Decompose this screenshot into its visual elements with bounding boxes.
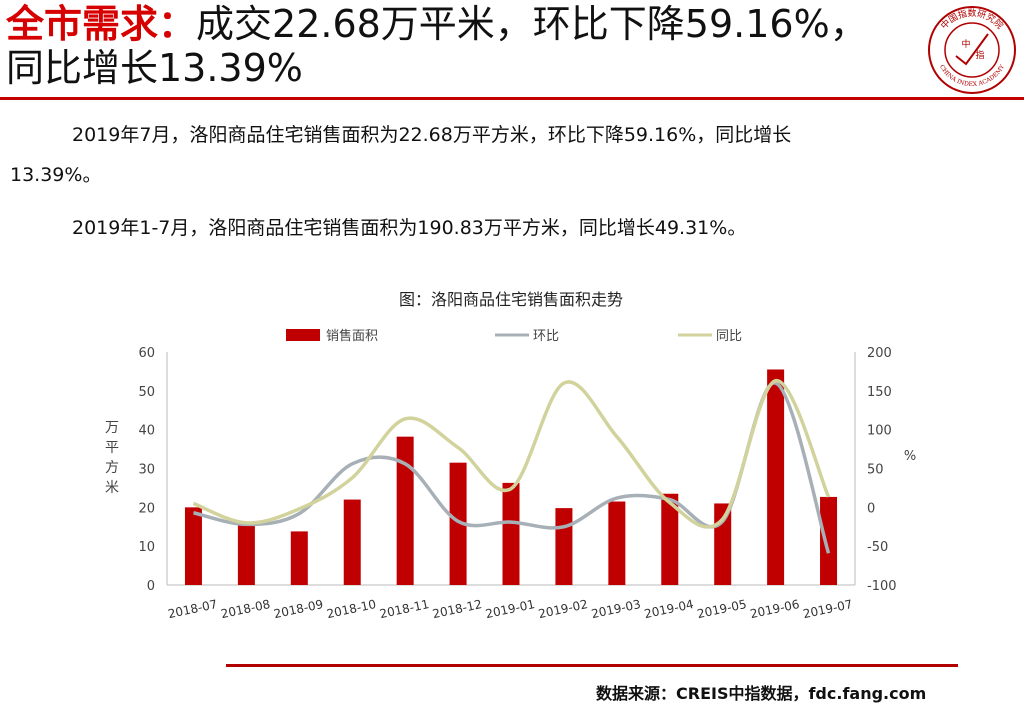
x-tick-label: 2018-08 [220,597,272,621]
x-tick-label: 2018-12 [431,597,483,621]
bar-sales-area [502,482,520,585]
bar-sales-area [343,499,361,585]
y-axis-label-char: 米 [105,480,119,496]
source-divider [226,664,958,667]
legend-label-bar: 销售面积 [326,328,378,344]
x-tick-label: 2019-02 [537,597,589,621]
x-tick-label: 2019-04 [643,597,695,621]
y-tick-label: 0 [147,579,155,594]
y2-tick-label: 100 [867,424,892,439]
y2-tick-label: -100 [867,579,897,594]
bar-sales-area [555,508,573,585]
x-tick-label: 2018-10 [325,597,377,621]
logo-center-b: 指 [975,49,984,61]
title-line1: 成交22.68万平米，环比下降59.16%， [196,2,868,46]
line-yoy [192,378,831,529]
bar-sales-area [767,369,785,585]
paragraph1-line2: 13.39%。 [10,164,102,186]
y-tick-label: 60 [138,346,155,361]
y-axis-label-char: 平 [105,440,119,456]
legend-swatch-bar [286,329,320,341]
y2-tick-label: -50 [867,540,888,555]
y2-tick-label: 50 [867,463,884,478]
y2-axis-label: % [904,449,916,464]
data-source: 数据来源：CREIS中指数据，fdc.fang.com [596,684,927,703]
y2-tick-label: 200 [867,346,892,361]
title-divider [0,97,1024,100]
paragraph2: 2019年1-7月，洛阳商品住宅销售面积为190.83万平方米，同比增长49.3… [72,217,747,239]
y-axis-label-char: 方 [105,460,119,476]
x-tick-label: 2019-07 [802,597,854,621]
x-tick-label: 2019-06 [749,597,801,621]
x-tick-label: 2018-07 [167,597,219,621]
x-tick-label: 2019-05 [696,597,748,621]
x-tick-label: 2018-09 [272,597,324,621]
bar-sales-area [290,531,308,585]
y-tick-label: 20 [138,501,155,516]
y2-tick-label: 150 [867,385,892,400]
bar-sales-area [184,507,202,585]
title-line2: 同比增长13.39% [6,46,303,90]
bar-sales-area [820,496,838,585]
bar-sales-area [449,462,467,585]
bar-sales-area [661,493,679,585]
legend-label-yoy: 同比 [716,329,742,344]
china-index-academy-logo: 中国指数研究院 CHINA INDEX ACADEMY 中 指 [928,6,1016,94]
y-axis-label-char: 万 [105,420,119,436]
y-tick-label: 50 [138,385,155,400]
legend-label-mom: 环比 [533,329,559,344]
bar-sales-area [608,501,626,585]
y2-tick-label: 0 [867,501,875,516]
x-tick-label: 2019-01 [484,597,536,621]
x-tick-label: 2019-03 [590,597,642,621]
logo-center-a: 中 [961,38,970,50]
y-tick-label: 40 [138,424,155,439]
slide-title: 全市需求：成交22.68万平米，环比下降59.16%， 同比增长13.39% [6,2,926,90]
y-tick-label: 10 [138,540,155,555]
y-tick-label: 30 [138,463,155,478]
bar-sales-area [237,524,255,585]
title-highlight: 全市需求： [6,2,197,46]
paragraph1-line1: 2019年7月，洛阳商品住宅销售面积为22.68万平方米，环比下降59.16%，… [72,124,792,146]
bar-sales-area [714,503,732,585]
x-tick-label: 2018-11 [378,597,430,621]
chart-title: 图：洛阳商品住宅销售面积走势 [399,290,623,309]
bar-sales-area [396,436,414,585]
